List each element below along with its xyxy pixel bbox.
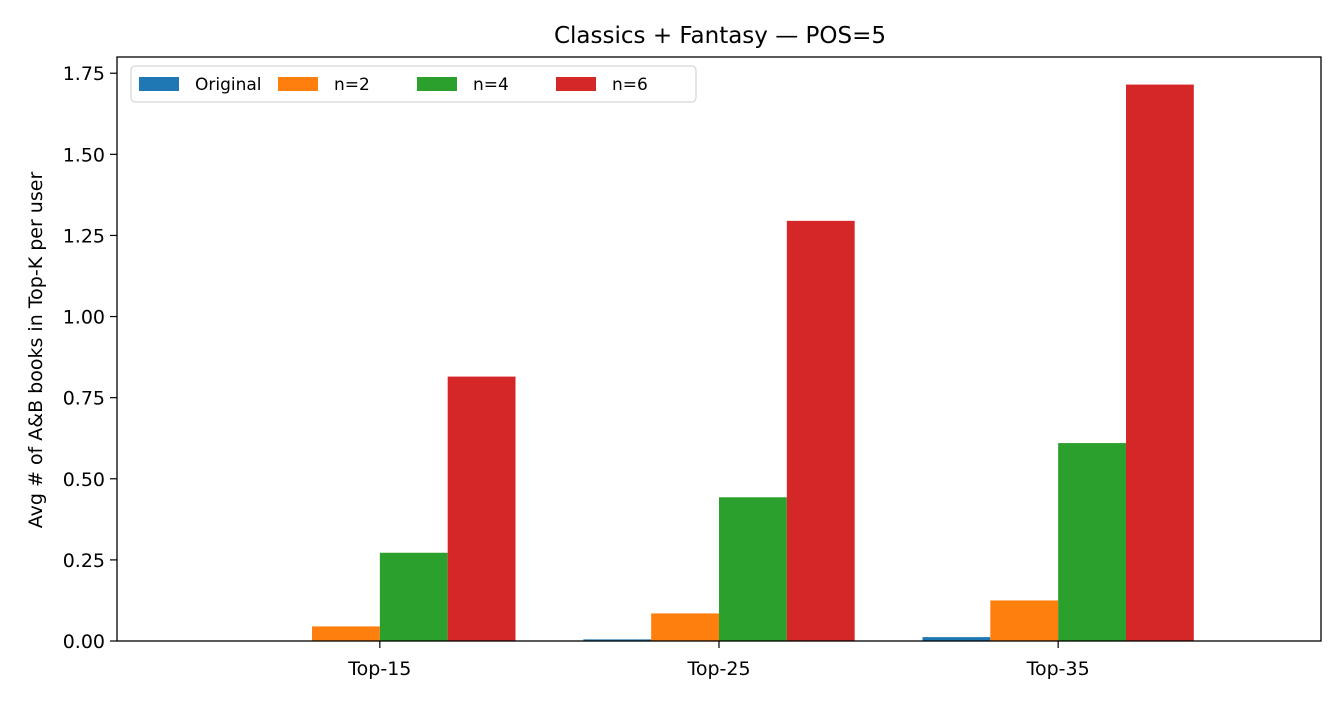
y-tick-label: 0.50 — [63, 469, 105, 491]
x-tick-label: Top-15 — [347, 658, 411, 680]
bar-Original-Top-35 — [922, 637, 991, 641]
bar-n2-Top-15 — [312, 626, 380, 641]
legend-box — [130, 65, 697, 103]
y-tick-label: 0.75 — [63, 388, 105, 410]
legend-swatch-n2 — [278, 77, 318, 91]
bar-n4-Top-35 — [1058, 443, 1126, 641]
plot-area: 0.00 0.25 0.50 0.75 1.00 1.25 1.50 1.75 Top-15 To… — [63, 56, 1322, 680]
legend-label: Original — [195, 75, 262, 95]
bar-n6-Top-15 — [447, 376, 516, 641]
x-tick-label: Top-35 — [1026, 658, 1090, 680]
bar-n4-Top-25 — [719, 497, 787, 641]
y-tick-label: 1.50 — [63, 144, 105, 166]
legend-label: n=6 — [612, 75, 648, 95]
bar-n4-Top-15 — [379, 552, 448, 641]
y-tick-label: 1.25 — [63, 225, 105, 247]
bar-n6-Top-35 — [1125, 84, 1194, 641]
legend-label: n=4 — [473, 75, 509, 95]
bar-n2-Top-35 — [990, 600, 1059, 641]
legend: Original n=2 n=4 n=6 — [130, 65, 697, 103]
legend-label: n=2 — [334, 75, 370, 95]
y-tick-label: 1.75 — [63, 63, 105, 85]
legend-swatch-Original — [139, 77, 179, 91]
y-axis-title: Avg # of A&B books in Top-K per user — [25, 172, 47, 529]
y-tick-label: 0.25 — [63, 550, 105, 572]
y-tick-label: 1.00 — [63, 307, 105, 329]
bar-n2-Top-25 — [651, 613, 719, 641]
y-tick-label: 0.00 — [63, 631, 105, 653]
chart-title: Classics + Fantasy — POS=5 — [554, 23, 886, 49]
legend-swatch-n6 — [556, 77, 596, 91]
bar-Original-Top-25 — [583, 639, 652, 641]
bar-n6-Top-25 — [786, 220, 855, 641]
legend-swatch-n4 — [417, 77, 457, 91]
x-tick-label: Top-25 — [686, 658, 750, 680]
